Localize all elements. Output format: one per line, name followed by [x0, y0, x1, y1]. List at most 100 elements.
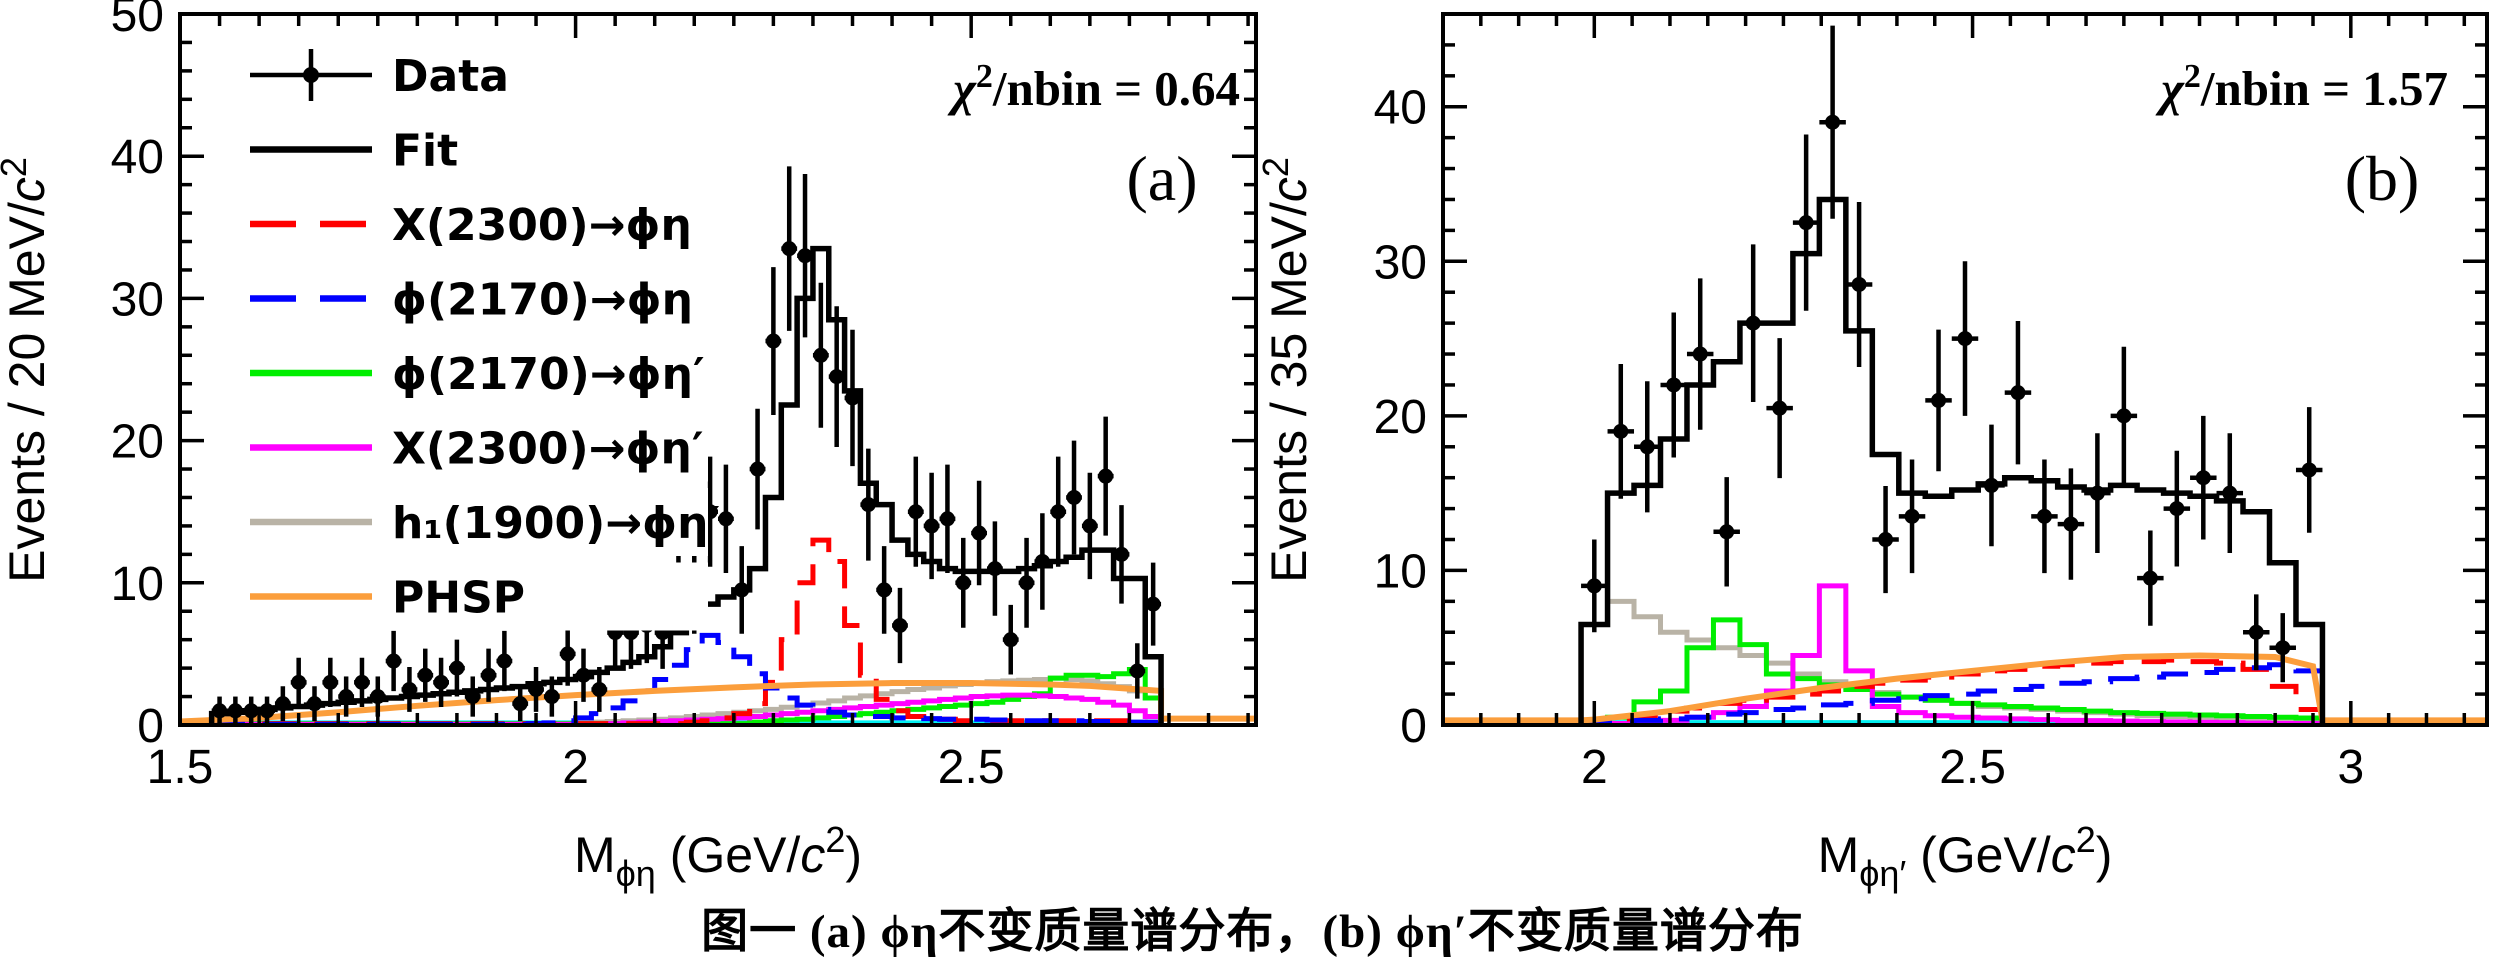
panel-b-x-axis-title: Mϕη′ (GeV/c2) — [1818, 819, 2113, 894]
panel-a-tick-labels: 1.5 2 2.5 0 10 20 30 40 50 — [111, 0, 1005, 794]
x-tick-label: 2.5 — [1939, 741, 2006, 794]
data-marker — [2195, 470, 2211, 486]
data-marker — [1957, 331, 1973, 347]
data-marker — [2063, 516, 2079, 532]
data-marker — [765, 333, 781, 349]
panel-b-series-ϕ(2170)→ϕη′ — [1578, 617, 2325, 725]
data-marker — [370, 689, 386, 705]
data-marker — [212, 703, 228, 719]
data-marker — [1003, 632, 1019, 648]
data-marker — [1114, 546, 1129, 562]
panel-b-series-PHSP — [1443, 652, 2487, 724]
legend-item-3: ϕ(2170)→ϕη — [238, 264, 708, 333]
data-marker — [955, 575, 971, 591]
x-tick-label: 2 — [562, 741, 589, 794]
data-marker — [2275, 640, 2291, 656]
data-marker — [338, 689, 354, 705]
data-marker — [2169, 501, 2185, 517]
legend: Data Fit X(2300)→ϕη ϕ(2170)→ϕη ϕ(2170)→ϕη′ X(… — [238, 41, 720, 631]
y-tick-label: 50 — [111, 0, 164, 42]
panel-a-ticks — [178, 12, 1256, 727]
data-marker — [1878, 532, 1894, 548]
data-marker — [734, 582, 750, 598]
legend-item-label: h₁(1900)→ϕη′ — [392, 498, 720, 549]
data-marker — [560, 646, 576, 662]
figure-caption: 图一 (a) ϕη不变质量谱分布，(b) ϕη′不变质量谱分布 — [701, 906, 1804, 958]
data-marker — [291, 674, 307, 690]
panel-a-series-PHSP — [180, 680, 1256, 725]
data-marker — [1719, 524, 1735, 540]
data-marker — [813, 347, 829, 363]
data-marker — [1586, 578, 1602, 594]
data-marker — [481, 667, 497, 683]
panel-a-x-axis-title: Mϕη (GeV/c2) — [574, 819, 862, 894]
legend-item-label: X(2300)→ϕη′ — [392, 424, 703, 475]
panel-b-y-axis-title: Events / 35 MeV/c2 — [1255, 157, 1317, 583]
y-tick-label: 10 — [1374, 545, 1427, 598]
x-tick-label: 3 — [2337, 741, 2364, 794]
data-marker — [939, 511, 955, 527]
panel-a-y-axis-title: Events / 20 MeV/c2 — [0, 157, 55, 583]
data-marker — [829, 369, 845, 385]
y-tick-label: 0 — [137, 700, 164, 753]
data-marker — [401, 681, 417, 697]
data-marker — [892, 617, 908, 633]
data-marker — [386, 653, 402, 669]
legend-item-6: h₁(1900)→ϕη′ — [238, 488, 720, 556]
x-tick-label: 1.5 — [147, 741, 214, 794]
data-marker — [987, 561, 1003, 577]
panel-a-frame — [178, 12, 1258, 727]
x-tick-label: 2.5 — [938, 741, 1005, 794]
data-marker — [322, 674, 338, 690]
data-marker — [1772, 400, 1788, 416]
y-tick-label: 10 — [111, 558, 164, 611]
legend-item-0: Data — [238, 41, 708, 109]
data-marker — [1613, 423, 1629, 439]
data-marker — [1019, 575, 1035, 591]
panel-b-chi2-label: χ2/nbin = 1.57 — [2155, 58, 2448, 116]
data-marker — [1034, 553, 1050, 569]
data-marker — [1639, 439, 1655, 455]
legend-item-label: Fit — [392, 126, 458, 177]
data-marker — [971, 525, 987, 541]
data-marker — [876, 582, 892, 598]
data-marker — [275, 696, 291, 712]
y-tick-label: 30 — [1374, 236, 1427, 289]
y-tick-label: 0 — [1400, 700, 1427, 753]
legend-item-label: ϕ(2170)→ϕη — [392, 275, 693, 326]
data-marker — [1825, 114, 1841, 130]
data-marker — [845, 390, 860, 406]
data-sample-icon — [303, 67, 319, 83]
data-marker — [576, 667, 591, 683]
data-marker — [2248, 624, 2264, 640]
data-marker — [908, 504, 924, 520]
data-marker — [860, 497, 876, 513]
data-marker — [2301, 462, 2317, 478]
data-marker — [1904, 508, 1920, 524]
data-marker — [924, 518, 940, 534]
data-marker — [797, 248, 813, 264]
data-marker — [1745, 315, 1761, 331]
data-marker — [449, 660, 465, 676]
legend-item-label: ϕ(2170)→ϕη′ — [392, 349, 705, 400]
legend-item-4: ϕ(2170)→ϕη′ — [238, 339, 708, 407]
data-marker — [1082, 518, 1098, 534]
data-marker — [1145, 596, 1161, 612]
data-marker — [2036, 508, 2052, 524]
panel-b-ticks — [1441, 12, 2487, 727]
data-marker — [259, 703, 275, 719]
panel-b-series-ϕ(2170)→ϕη — [1578, 662, 2325, 725]
legend-item-bg — [238, 264, 708, 333]
panel-a: 1.5 2 2.5 0 10 20 30 40 50 Mϕη (GeV/c2) Events / 2… — [0, 0, 1258, 894]
y-tick-label: 30 — [111, 273, 164, 326]
y-tick-label: 20 — [1374, 391, 1427, 444]
panel-b-data-points — [1581, 25, 2323, 683]
data-marker — [750, 461, 766, 477]
legend-item-label: Data — [392, 51, 509, 102]
panel-b-plot-area — [1443, 25, 2487, 725]
data-marker — [1798, 215, 1814, 231]
panel-a-data-points — [211, 166, 1162, 725]
